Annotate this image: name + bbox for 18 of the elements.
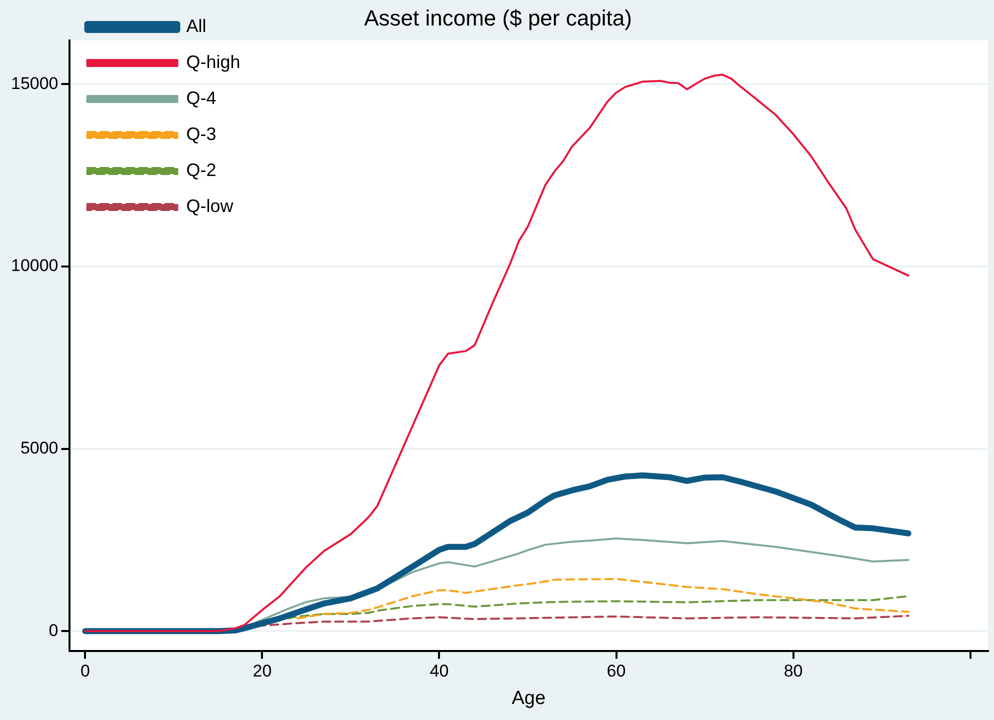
- y-tick-label: 10000: [10, 256, 58, 276]
- legend-label: Q-2: [186, 160, 216, 180]
- line-series: [296, 578, 910, 620]
- x-axis-title: Age: [512, 688, 546, 709]
- legend-label: Q-3: [186, 124, 216, 144]
- chart-title: Asset income ($ per capita): [364, 5, 632, 30]
- x-tick-label: 60: [606, 662, 626, 681]
- x-tick-label: 0: [80, 662, 90, 681]
- y-tick-label: 15000: [10, 74, 58, 93]
- x-tick-label: 80: [784, 662, 803, 681]
- legend-label: Q-4: [186, 88, 216, 108]
- y-tick-label: 5000: [20, 438, 58, 458]
- legend-label: Q-low: [186, 196, 234, 216]
- x-tick-label: 20: [252, 662, 272, 681]
- legend-label: Q-high: [186, 52, 240, 72]
- x-tick-label: 40: [430, 662, 449, 681]
- y-tick-label: 0: [48, 620, 58, 640]
- legend-label: All: [186, 16, 206, 36]
